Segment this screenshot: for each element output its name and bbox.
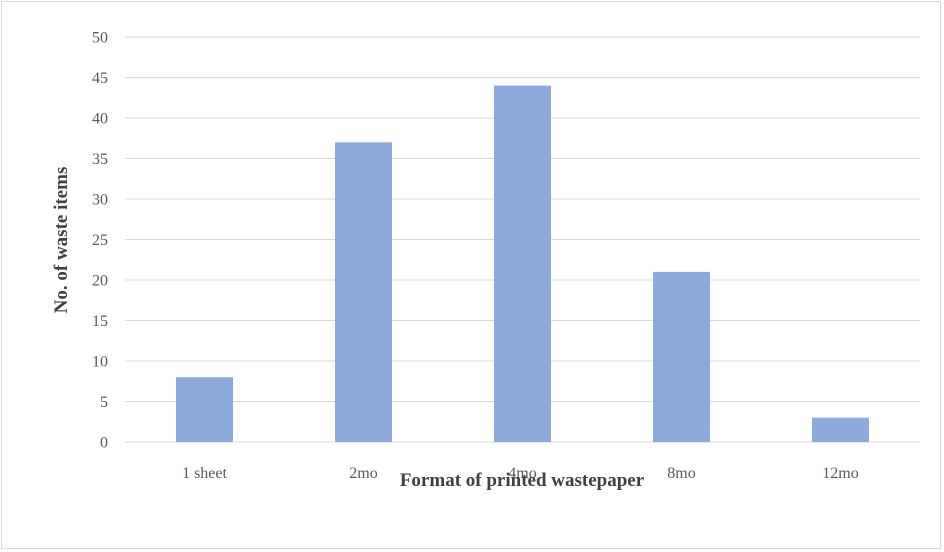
y-tick-label: 25 — [92, 232, 108, 249]
y-tick-label: 40 — [92, 111, 108, 128]
y-tick-label: 30 — [92, 192, 108, 209]
y-tick-label: 45 — [92, 70, 108, 87]
y-tick-label: 20 — [92, 273, 108, 290]
y-axis-title: No. of waste items — [51, 167, 72, 314]
bar-8mo — [653, 272, 710, 442]
y-tick-label: 5 — [100, 394, 108, 411]
bars — [176, 86, 869, 442]
x-tick-label: 12mo — [822, 465, 858, 482]
x-tick-label: 8mo — [667, 465, 695, 482]
bar-12mo — [812, 418, 869, 442]
y-tick-label: 0 — [100, 435, 108, 452]
y-tick-label: 10 — [92, 354, 108, 371]
x-tick-label: 1 sheet — [182, 465, 227, 482]
bar-1-sheet — [176, 377, 233, 442]
bar-4mo — [494, 86, 551, 442]
y-tick-label: 50 — [92, 30, 108, 47]
x-tick-label: 2mo — [349, 465, 377, 482]
y-tick-labels: 0 5 10 15 20 25 30 35 40 45 50 — [92, 30, 108, 452]
bar-2mo — [335, 142, 392, 442]
x-axis-title: Format of printed wastepaper — [400, 470, 645, 491]
y-tick-label: 15 — [92, 313, 108, 330]
y-tick-label: 35 — [92, 151, 108, 168]
